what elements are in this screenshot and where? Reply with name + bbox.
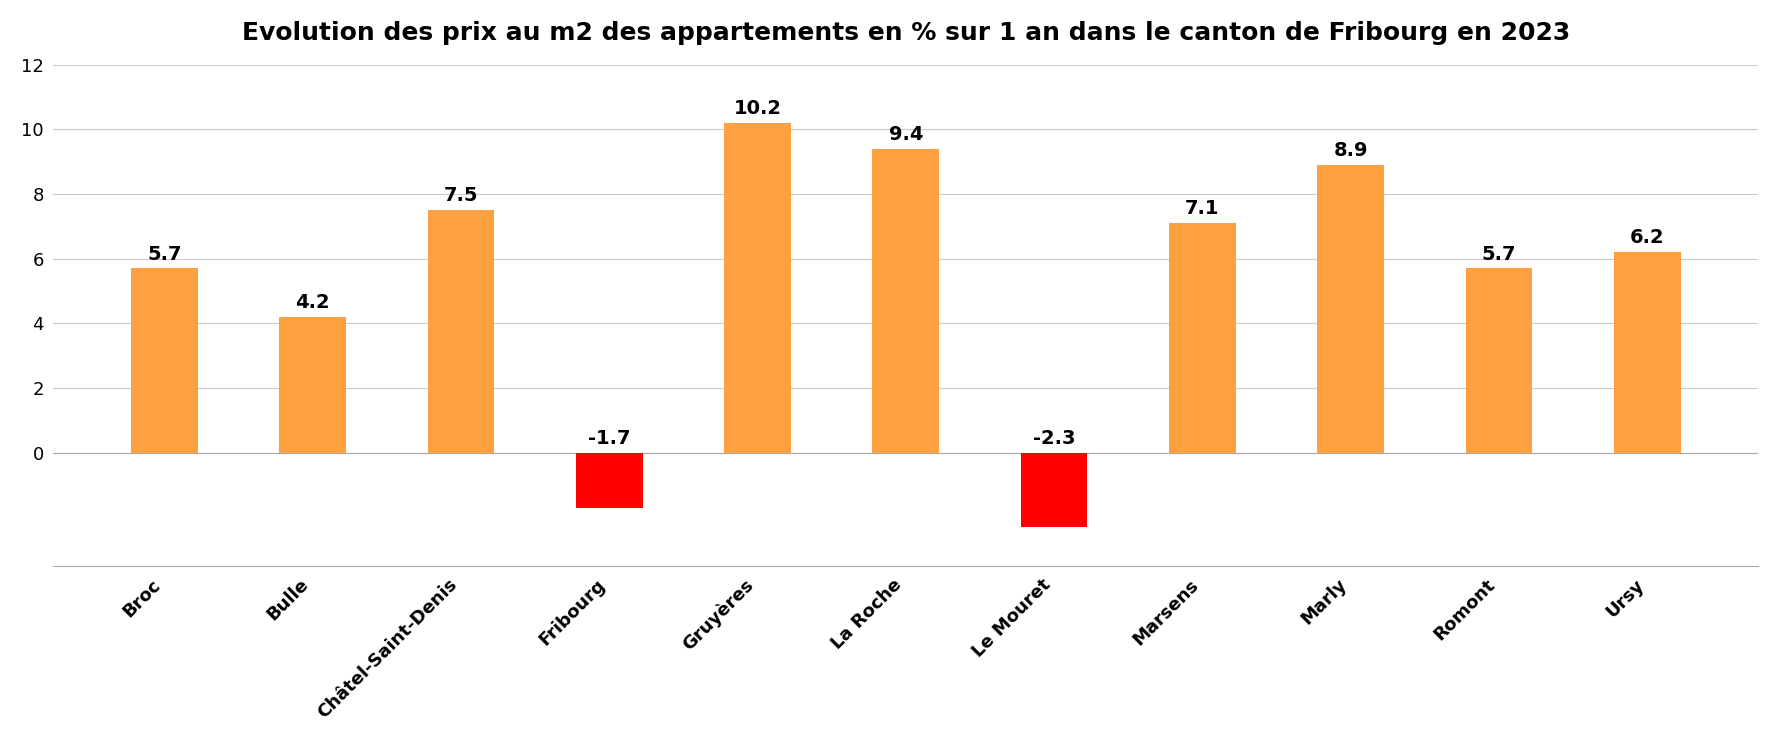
Bar	[132, 268, 197, 452]
Bar	[1316, 165, 1384, 452]
Bar	[427, 210, 495, 452]
Title: Evolution des prix au m2 des appartements en % sur 1 an dans le canton de Fribou: Evolution des prix au m2 des appartement…	[242, 21, 1569, 45]
Text: 7.1: 7.1	[1185, 199, 1220, 218]
Bar	[576, 452, 642, 507]
Bar	[872, 149, 939, 452]
Text: 7.5: 7.5	[443, 186, 479, 206]
Text: 8.9: 8.9	[1334, 141, 1368, 160]
Text: -2.3: -2.3	[1034, 429, 1075, 448]
Text: 9.4: 9.4	[888, 125, 923, 144]
Text: 10.2: 10.2	[733, 99, 781, 118]
Bar	[724, 123, 792, 452]
Bar	[1614, 253, 1681, 452]
Text: 5.7: 5.7	[148, 244, 181, 264]
Text: 4.2: 4.2	[295, 293, 329, 312]
Text: 6.2: 6.2	[1630, 229, 1665, 247]
Bar	[279, 317, 345, 452]
Bar	[1169, 223, 1236, 452]
Text: -1.7: -1.7	[587, 429, 630, 448]
Text: 5.7: 5.7	[1482, 244, 1516, 264]
Bar	[1021, 452, 1087, 527]
Bar	[1466, 268, 1532, 452]
